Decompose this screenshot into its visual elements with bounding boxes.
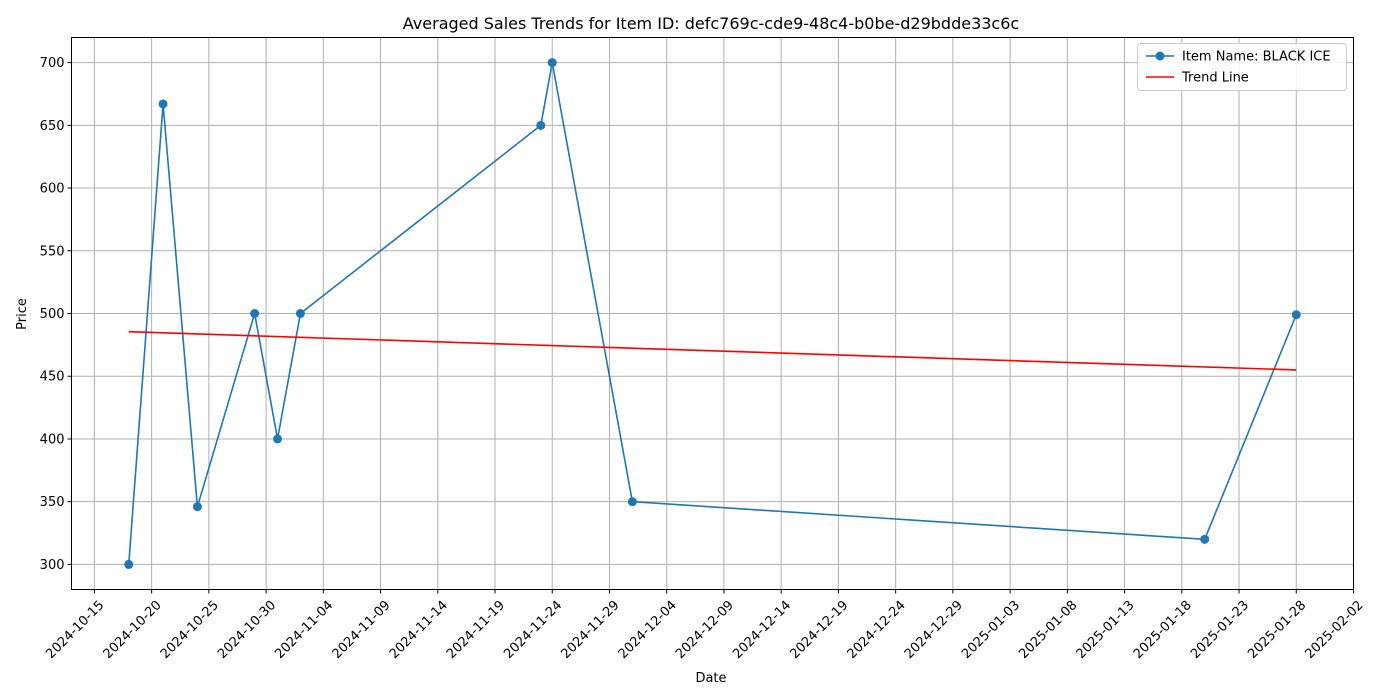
- data-point: [295, 309, 305, 318]
- chart-title: Averaged Sales Trends for Item ID: defc7…: [403, 14, 1019, 33]
- y-tick-label: 600: [40, 182, 65, 197]
- trend-line: [128, 330, 1297, 371]
- y-tick-label: 350: [40, 495, 65, 510]
- legend-box: [1137, 43, 1347, 91]
- data-point: [627, 497, 637, 507]
- y-tick-label: 650: [40, 119, 65, 134]
- y-tick-label: 400: [40, 432, 65, 447]
- x-axis-label: Date: [695, 671, 726, 686]
- data-point: [536, 120, 546, 130]
- legend-label-1: Trend Line: [1181, 71, 1249, 86]
- data-point: [1200, 534, 1210, 544]
- data-point: [273, 434, 283, 444]
- data-point: [250, 309, 260, 318]
- y-tick-label: 550: [40, 244, 65, 259]
- y-tick-label: 500: [40, 307, 65, 322]
- data-point: [547, 58, 557, 68]
- y-axis-label: Price: [15, 298, 30, 330]
- data-point: [158, 99, 168, 109]
- legend-label-0: Item Name: BLACK ICE: [1182, 50, 1331, 65]
- data-point: [192, 502, 202, 512]
- series-1: [128, 330, 1297, 371]
- legend: Item Name: BLACK ICE Trend Line: [1137, 43, 1347, 91]
- y-tick-label: 700: [40, 56, 65, 71]
- series-layer: [124, 58, 1301, 569]
- y-tick-label: 300: [40, 558, 65, 573]
- y-tick-label: 450: [40, 370, 65, 385]
- data-point: [124, 559, 134, 569]
- grid-lines: [71, 37, 1354, 590]
- y-axis: 300 350 400 450 500 550 600 650 700: [40, 56, 72, 573]
- series-0: [124, 58, 1301, 569]
- legend-marker-0: [1155, 51, 1165, 61]
- data-point: [1291, 310, 1301, 320]
